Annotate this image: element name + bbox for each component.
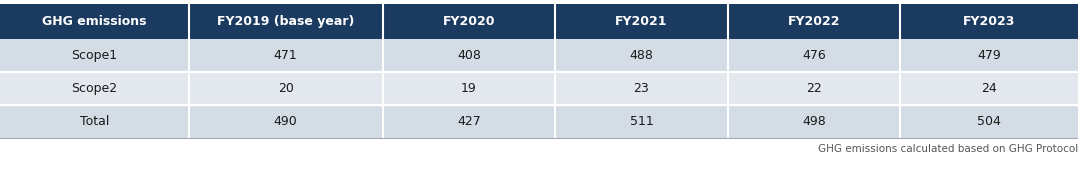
- Text: FY2021: FY2021: [616, 15, 667, 28]
- Text: FY2019 (base year): FY2019 (base year): [217, 15, 355, 28]
- Bar: [189, 39, 383, 72]
- Text: 490: 490: [274, 115, 298, 128]
- Text: GHG emissions: GHG emissions: [42, 15, 147, 28]
- Text: Scope2: Scope2: [71, 82, 118, 95]
- Text: Total: Total: [80, 115, 109, 128]
- Bar: [383, 4, 555, 39]
- Text: 23: 23: [634, 82, 649, 95]
- Text: 19: 19: [461, 82, 476, 95]
- Text: FY2020: FY2020: [443, 15, 495, 28]
- Text: 471: 471: [274, 49, 298, 62]
- Bar: [0, 39, 189, 72]
- Text: 504: 504: [977, 115, 1001, 128]
- Text: 476: 476: [802, 49, 826, 62]
- Bar: [0, 72, 189, 105]
- Bar: [383, 72, 555, 105]
- Text: 479: 479: [977, 49, 1001, 62]
- Bar: [900, 4, 1078, 39]
- Bar: [555, 72, 728, 105]
- Text: 408: 408: [457, 49, 481, 62]
- Bar: [728, 39, 900, 72]
- Text: GHG emissions calculated based on GHG Protocol: GHG emissions calculated based on GHG Pr…: [818, 144, 1078, 154]
- Text: FY2023: FY2023: [963, 15, 1015, 28]
- Bar: [0, 105, 189, 138]
- Bar: [900, 105, 1078, 138]
- Bar: [189, 4, 383, 39]
- Bar: [555, 39, 728, 72]
- Bar: [189, 105, 383, 138]
- Bar: [555, 4, 728, 39]
- Bar: [728, 105, 900, 138]
- Text: 511: 511: [630, 115, 653, 128]
- Bar: [555, 105, 728, 138]
- Text: 498: 498: [802, 115, 826, 128]
- Bar: [728, 4, 900, 39]
- Text: 22: 22: [806, 82, 821, 95]
- Bar: [900, 72, 1078, 105]
- Bar: [728, 72, 900, 105]
- Text: FY2022: FY2022: [788, 15, 840, 28]
- Bar: [189, 72, 383, 105]
- Text: Scope1: Scope1: [71, 49, 118, 62]
- Bar: [383, 39, 555, 72]
- Text: 20: 20: [278, 82, 293, 95]
- Bar: [383, 105, 555, 138]
- Text: 24: 24: [981, 82, 997, 95]
- Bar: [900, 39, 1078, 72]
- Text: 488: 488: [630, 49, 653, 62]
- Text: 427: 427: [457, 115, 481, 128]
- Bar: [0, 4, 189, 39]
